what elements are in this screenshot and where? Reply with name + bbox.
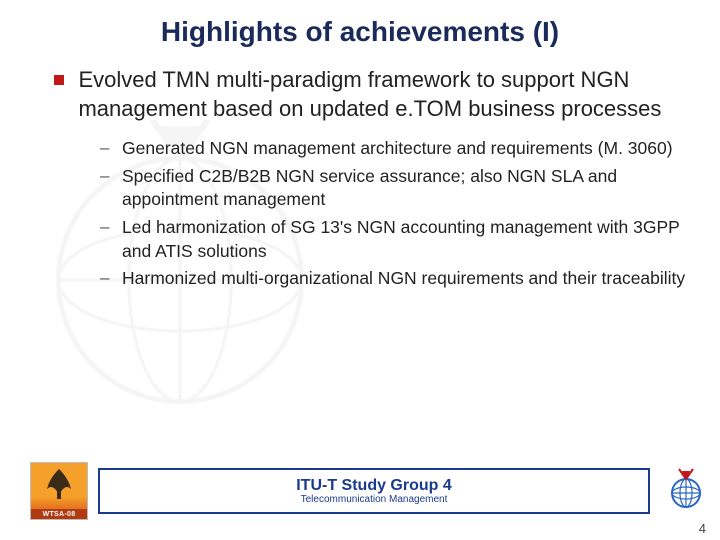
footer: WTSA-08 ITU-T Study Group 4 Telecommunic…: [0, 460, 720, 522]
main-bullet: Evolved TMN multi-paradigm framework to …: [54, 66, 690, 123]
bullet-marker-icon: [54, 75, 64, 85]
slide-title: Highlights of achievements (I): [30, 16, 690, 48]
dash-icon: –: [100, 165, 122, 188]
dash-icon: –: [100, 216, 122, 239]
itu-globe-icon: [662, 467, 710, 515]
footer-bar: ITU-T Study Group 4 Telecommunication Ma…: [98, 468, 650, 514]
list-item: – Generated NGN management architecture …: [100, 137, 690, 161]
list-item: – Harmonized multi-organizational NGN re…: [100, 267, 690, 291]
sub-item-text: Generated NGN management architecture an…: [122, 137, 673, 161]
itu-logo: [662, 467, 710, 515]
list-item: – Led harmonization of SG 13's NGN accou…: [100, 216, 690, 263]
tree-icon: [39, 467, 79, 499]
footer-subtitle: Telecommunication Management: [301, 494, 448, 505]
page-number: 4: [699, 521, 706, 536]
dash-icon: –: [100, 267, 122, 290]
sub-item-text: Led harmonization of SG 13's NGN account…: [122, 216, 690, 263]
sub-bullet-list: – Generated NGN management architecture …: [100, 137, 690, 291]
main-bullet-text: Evolved TMN multi-paradigm framework to …: [78, 66, 678, 123]
wtsa-logo: WTSA-08: [30, 462, 88, 520]
footer-title: ITU-T Study Group 4: [296, 477, 452, 495]
list-item: – Specified C2B/B2B NGN service assuranc…: [100, 165, 690, 212]
sub-item-text: Harmonized multi-organizational NGN requ…: [122, 267, 685, 291]
sub-item-text: Specified C2B/B2B NGN service assurance;…: [122, 165, 690, 212]
dash-icon: –: [100, 137, 122, 160]
wtsa-label: WTSA-08: [31, 509, 87, 519]
